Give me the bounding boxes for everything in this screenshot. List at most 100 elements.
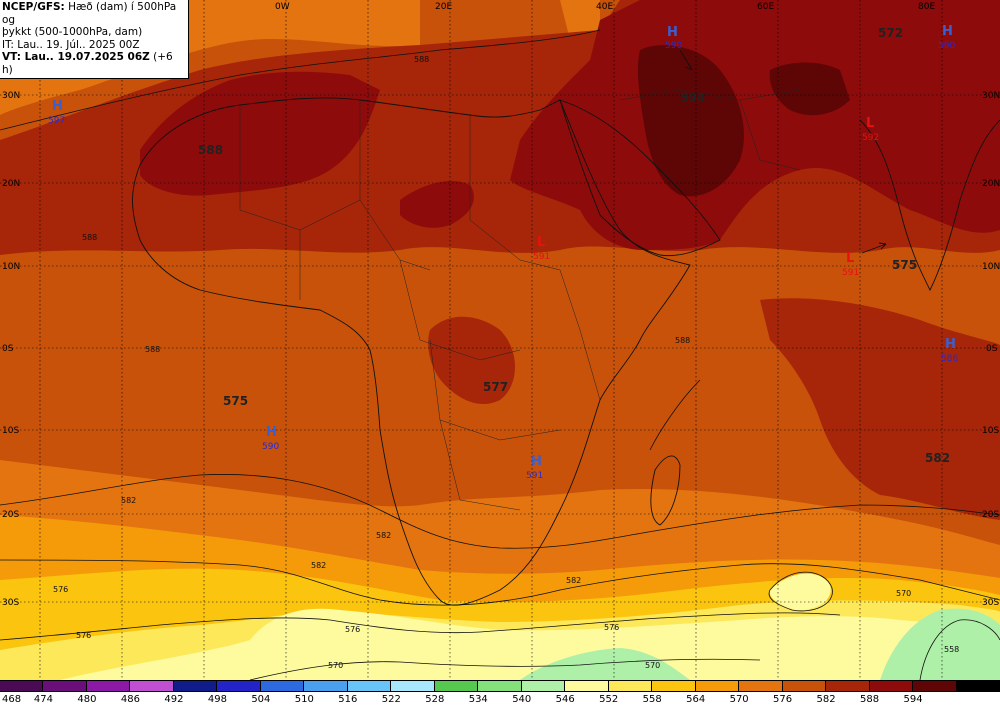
high-value: 590 (938, 41, 955, 51)
legend-label: 480 (77, 694, 97, 705)
band-588-sahara (400, 180, 474, 228)
legend-swatch (86, 681, 131, 691)
lat-label: 30S (2, 598, 19, 608)
high-marker: H 590 (665, 25, 682, 51)
legend-label: 492 (164, 694, 184, 705)
legend-label: 540 (512, 694, 532, 705)
legend-color-bar (0, 680, 1000, 692)
low-value: 592 (862, 133, 879, 143)
legend-swatch (130, 681, 174, 691)
thickness-value: 575 (223, 394, 248, 408)
contour-label: 582 (311, 561, 326, 570)
high-value: 586 (941, 354, 958, 364)
contour-label: 576 (345, 625, 360, 634)
lat-label: 20S (2, 510, 19, 520)
lon-label: 40E (596, 2, 613, 12)
thickness-value: 582 (925, 451, 950, 465)
thickness-value-labels: 588 575 577 575 582 572 594 (198, 26, 950, 465)
thickness-map: 0W 20E 40E 60E 80E 30N 20N 10N 0S 10S 20… (0, 0, 1000, 680)
contour-label: 582 (376, 531, 391, 540)
high-pressure-markers: H 597 H 590 H 590 H 591 H 590 H 586 (48, 24, 958, 481)
lat-label: 30N (2, 91, 20, 101)
low-letter: L (537, 235, 545, 250)
legend-label: 552 (599, 694, 619, 705)
lat-label: 30S (982, 598, 999, 608)
legend-swatch (304, 681, 348, 691)
contour-label: 570 (645, 661, 660, 670)
title-line-4: VT: Lau.. 19.07.2025 06Z (+6 h) (2, 51, 186, 76)
title-variable: Hæð (dam) í 500hPa og (2, 1, 177, 26)
legend-swatch (434, 681, 479, 691)
lat-label: 10S (2, 426, 19, 436)
low-marker: L 592 (862, 116, 879, 143)
high-letter: H (531, 454, 542, 469)
legend-swatch (173, 681, 218, 691)
title-line-2: þykkt (500-1000hPa, dam) (2, 26, 143, 38)
graticule (0, 0, 1000, 680)
map-title-box: NCEP/GFS: Hæð (dam) í 500hPa og þykkt (5… (0, 0, 189, 79)
legend-label: 546 (555, 694, 575, 705)
legend-label: 558 (642, 694, 662, 705)
legend-label: 588 (860, 694, 880, 705)
low-marker: L 591 (533, 235, 550, 262)
legend-label: 522 (381, 694, 401, 705)
legend-label: 528 (425, 694, 445, 705)
high-letter: H (266, 425, 277, 440)
high-value: 590 (262, 442, 279, 452)
thickness-value: 575 (892, 258, 917, 272)
thickness-value: 594 (680, 91, 705, 105)
band-540-south (520, 648, 690, 680)
legend-swatch (913, 681, 957, 691)
legend-label: 486 (120, 694, 140, 705)
legend-swatch (869, 681, 914, 691)
legend-swatch (565, 681, 609, 691)
legend-swatch (782, 681, 827, 691)
contour-label: 588 (414, 55, 429, 64)
legend-label: 576 (773, 694, 793, 705)
contour-label: 588 (145, 345, 160, 354)
band-582-southeast (760, 298, 1000, 520)
band-582-central (428, 316, 515, 405)
legend-swatch (826, 681, 870, 691)
contour-label: 576 (604, 623, 619, 632)
title-line-1: NCEP/GFS: Hæð (dam) í 500hPa og (2, 1, 186, 26)
legend-label: 504 (251, 694, 271, 705)
lat-label: 20N (2, 179, 20, 189)
contour-label: 576 (76, 631, 91, 640)
band-594-east (769, 62, 850, 116)
band-588-north (140, 71, 380, 196)
thickness-value: 577 (483, 380, 508, 394)
band-546-south (60, 608, 1000, 680)
contour-label: 570 (896, 589, 911, 598)
thickness-value: 572 (878, 26, 903, 40)
arrow-marks (679, 49, 887, 254)
contour-label: 582 (566, 576, 581, 585)
legend-swatch (739, 681, 783, 691)
contour-label: 588 (82, 233, 97, 242)
arabia-coastline (559, 99, 721, 257)
title-valid-time: VT: Lau.. 19.07.2025 06Z (2, 51, 150, 63)
color-legend: 468 474 480 486 492 498 504 510 516 522 528 534 540 5… (0, 680, 1000, 709)
legend-label: 534 (468, 694, 488, 705)
band-594-core (637, 45, 744, 197)
high-letter: H (52, 99, 63, 114)
band-588-northeast (510, 0, 1000, 250)
madagascar-coastline (650, 455, 681, 526)
lat-label: 20N (982, 179, 1000, 189)
contour-label: 570 (328, 661, 343, 670)
africa-coastline (132, 97, 691, 606)
high-marker: H 586 (941, 337, 958, 364)
legend-label: 570 (729, 694, 749, 705)
legend-swatch (695, 681, 740, 691)
lon-label: 80E (918, 2, 935, 12)
high-marker: H 590 (938, 24, 955, 51)
legend-swatch (43, 681, 87, 691)
low-letter: L (866, 116, 874, 131)
contour-labels: 588 588 588 588 582 582 582 582 576 576 … (53, 55, 959, 670)
thickness-value: 588 (198, 143, 223, 157)
legend-label: 582 (816, 694, 836, 705)
band-570-northeast (560, 0, 600, 40)
band-546-island (769, 573, 831, 611)
legend-label: 564 (686, 694, 706, 705)
